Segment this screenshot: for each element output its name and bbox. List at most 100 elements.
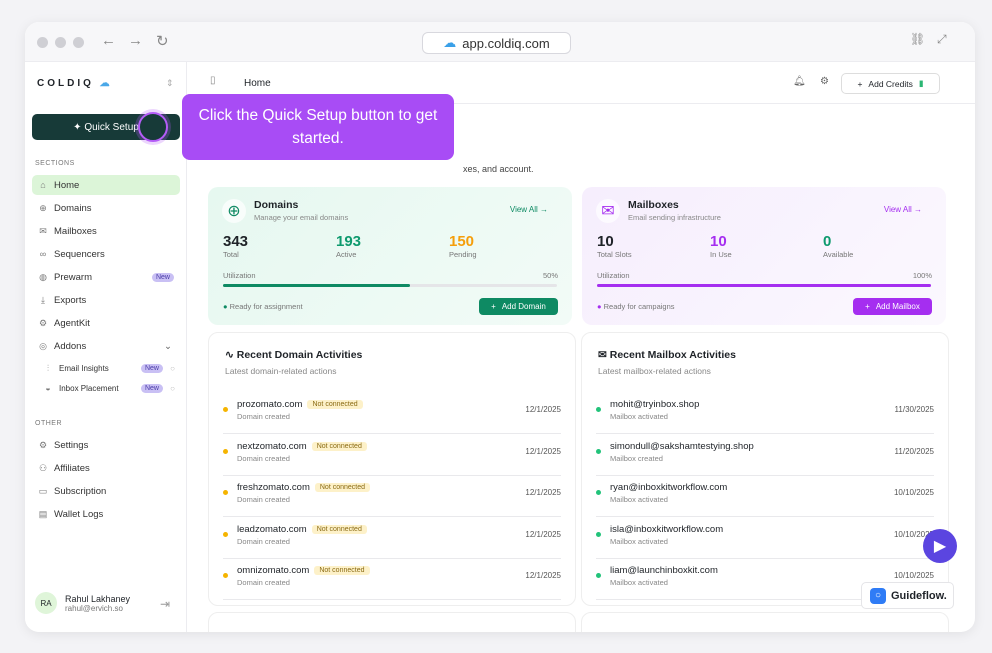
bell-icon[interactable]: 🔔︎ [793, 76, 806, 87]
activity-row[interactable]: ryan@inboxkitworkflow.com Mailbox activat… [596, 476, 934, 517]
workspace-switch-icon[interactable]: ⇕ [166, 78, 174, 88]
info-icon: ○ [170, 383, 175, 393]
sidebar-item-domains[interactable]: ⊕ Domains [39, 202, 92, 214]
sidebar-addon-item[interactable]: ◒ Inbox Placement New ○ [37, 378, 177, 398]
card-subtitle: Latest domain-related actions [225, 366, 337, 376]
sidebar-item-exports[interactable]: ⤓ Exports [32, 290, 180, 310]
sidebar-item-subscription[interactable]: ▭ Subscription [38, 485, 107, 497]
main-content: ▯ Home 🔔︎ ⚙ + Add Credits ▮ xes, and accou… [188, 62, 975, 632]
reload-icon[interactable]: ↻ [156, 33, 169, 50]
sidebar-item-mailboxes[interactable]: ✉ Mailboxes [39, 225, 97, 237]
card-subtitle: Manage your email domains [254, 213, 349, 222]
sections-label: SECTIONS [35, 160, 75, 167]
inbox-tests-card: ◒ Inbox Placement TestsView More → [581, 612, 949, 632]
address-bar[interactable]: ☁ app.coldiq.com [422, 32, 571, 54]
browser-window: ← → ↻ ☁ app.coldiq.com ⛓ ⤢ COLDIQ ☁ ⇕ ✦ Q… [25, 22, 975, 632]
window-minimize[interactable] [55, 37, 66, 48]
stat: 0 Available [823, 233, 854, 259]
sidebar-item-wallet-logs[interactable]: ▤ Wallet Logs [38, 508, 104, 520]
guideflow-badge[interactable]: ○ Guideflow. [861, 582, 954, 609]
sidebar-item-addons[interactable]: ◎ Addons ⌄ [39, 340, 172, 352]
addon-icon: ⫶ [46, 362, 50, 373]
back-icon[interactable]: ← [101, 32, 116, 49]
view-all-link[interactable]: View All → [883, 205, 922, 214]
document-icon: ▤ [225, 631, 235, 632]
activity-row[interactable]: nextzomato.com Not connected Domain create… [223, 435, 561, 476]
nav-icon: ⚇ [38, 462, 48, 473]
highlight-pulse [138, 112, 168, 142]
window-maximize[interactable] [73, 37, 84, 48]
card-subtitle: Latest mailbox-related actions [598, 366, 711, 376]
cloud-icon: ☁ [443, 35, 457, 50]
link-icon[interactable]: ⛓ [910, 32, 926, 46]
guide-launcher-button[interactable]: ▶ [923, 529, 957, 563]
status-dot [223, 490, 228, 495]
add-mailbox-button[interactable]: + Add Mailbox [853, 298, 932, 315]
status-dot [596, 531, 601, 537]
user-email: rahul@ervich.so [65, 603, 123, 613]
magic-wand-icon: ✦ [73, 121, 85, 133]
status-dot [596, 573, 601, 578]
activity-row[interactable]: mohit@tryinbox.shop Mailbox activated 11/3… [596, 393, 934, 434]
card-title: Domains [254, 199, 299, 211]
add-domain-button[interactable]: + Add Domain [479, 298, 558, 315]
activity-row[interactable]: prozomato.com Not connected Domain created… [223, 393, 561, 434]
sidebar-item-sequencers[interactable]: ∞ Sequencers [39, 248, 105, 260]
utilization-value: 50% [542, 271, 558, 280]
sidebar-item-affiliates[interactable]: ⚇ Affiliates [38, 462, 90, 474]
status-text: ● Ready for campaigns [597, 302, 675, 311]
not-connected-badge: Not connected [314, 566, 370, 575]
utilization-value: 100% [912, 271, 932, 280]
nav-icon: ⚙ [38, 439, 48, 450]
activity-row[interactable]: isla@inboxkitworkflow.com Mailbox activat… [596, 518, 934, 559]
chevron-down-icon: ⌄ [164, 340, 172, 352]
sidebar-item-settings[interactable]: ⚙ Settings [38, 439, 89, 451]
sidebar-item-agentkit[interactable]: ⚙ AgentKit [38, 317, 90, 329]
utilization-label: Utilization [597, 271, 630, 280]
add-credits-button[interactable]: + Add Credits ▮ [841, 73, 940, 94]
stat: 150 Pending [449, 233, 477, 259]
breadcrumb: Home [244, 78, 271, 89]
nav-icon: ✉ [39, 225, 47, 236]
nav-icon: ⚙ [38, 317, 48, 328]
window-close[interactable] [37, 37, 48, 48]
sidebar-item-prewarm[interactable]: ◍ Prewarm New [32, 267, 180, 287]
activity-row[interactable]: simondull@sakshamtestying.shop Mailbox cr… [596, 435, 934, 476]
card-title: ✉ Recent Mailbox Activities [598, 349, 736, 361]
activity-row[interactable]: leadzomato.com Not connected Domain create… [223, 518, 561, 559]
signal-icon: ▮ [918, 78, 924, 88]
view-all-link[interactable]: View All → [509, 205, 548, 214]
email-validation-card: ▤ Email Validation ActivitiesView More → [208, 612, 576, 632]
forward-icon[interactable]: → [128, 32, 143, 49]
nav-icon: ∞ [39, 249, 47, 259]
status-dot [596, 448, 601, 454]
activity-row[interactable]: freshzomato.com Not connected Domain creat… [223, 476, 561, 517]
other-label: OTHER [35, 420, 62, 427]
activity-row[interactable]: omnizomato.com Not connected Domain create… [223, 559, 561, 600]
card-subtitle: Email sending infrastructure [628, 213, 721, 222]
logo: COLDIQ ☁ [37, 78, 113, 89]
domains-icon: ⊕ [222, 199, 246, 223]
card-title: ∿ Recent Domain Activities [225, 349, 363, 361]
sidebar-item-home[interactable]: ⌂ Home [32, 175, 180, 195]
nav-icon: ▤ [38, 508, 48, 519]
sidebar-addon-item[interactable]: ⫶ Email Insights New ○ [37, 358, 177, 378]
stat: 343 Total [223, 233, 249, 259]
avatar: RA [35, 592, 57, 614]
settings-icon[interactable]: ⚙ [820, 76, 829, 87]
addon-icon: ◒ [45, 383, 51, 393]
domain-activities-card: ∿ Recent Domain Activities Latest domain… [208, 332, 576, 606]
expand-icon[interactable]: ⤢ [937, 32, 947, 46]
nav-icon: ⊕ [39, 202, 47, 213]
activity-row[interactable]: liam@launchinboxkit.com Mailbox activated… [596, 559, 934, 600]
sidebar-toggle-icon[interactable]: ▯ [210, 75, 216, 86]
new-badge: New [140, 363, 163, 373]
logout-icon[interactable]: ⇥ [160, 597, 171, 611]
user-profile[interactable]: RA Rahul Lakhaney rahul@ervich.so [35, 592, 130, 614]
mailboxes-summary-card: ✉ Mailboxes Email sending infrastructure… [582, 187, 946, 325]
domains-summary-card: ⊕ Domains Manage your email domains View… [208, 187, 572, 325]
mailboxes-icon: ✉ [596, 199, 620, 223]
status-dot [596, 407, 601, 412]
user-name: Rahul Lakhaney [65, 593, 131, 604]
activity-icon: ∿ [225, 349, 234, 361]
